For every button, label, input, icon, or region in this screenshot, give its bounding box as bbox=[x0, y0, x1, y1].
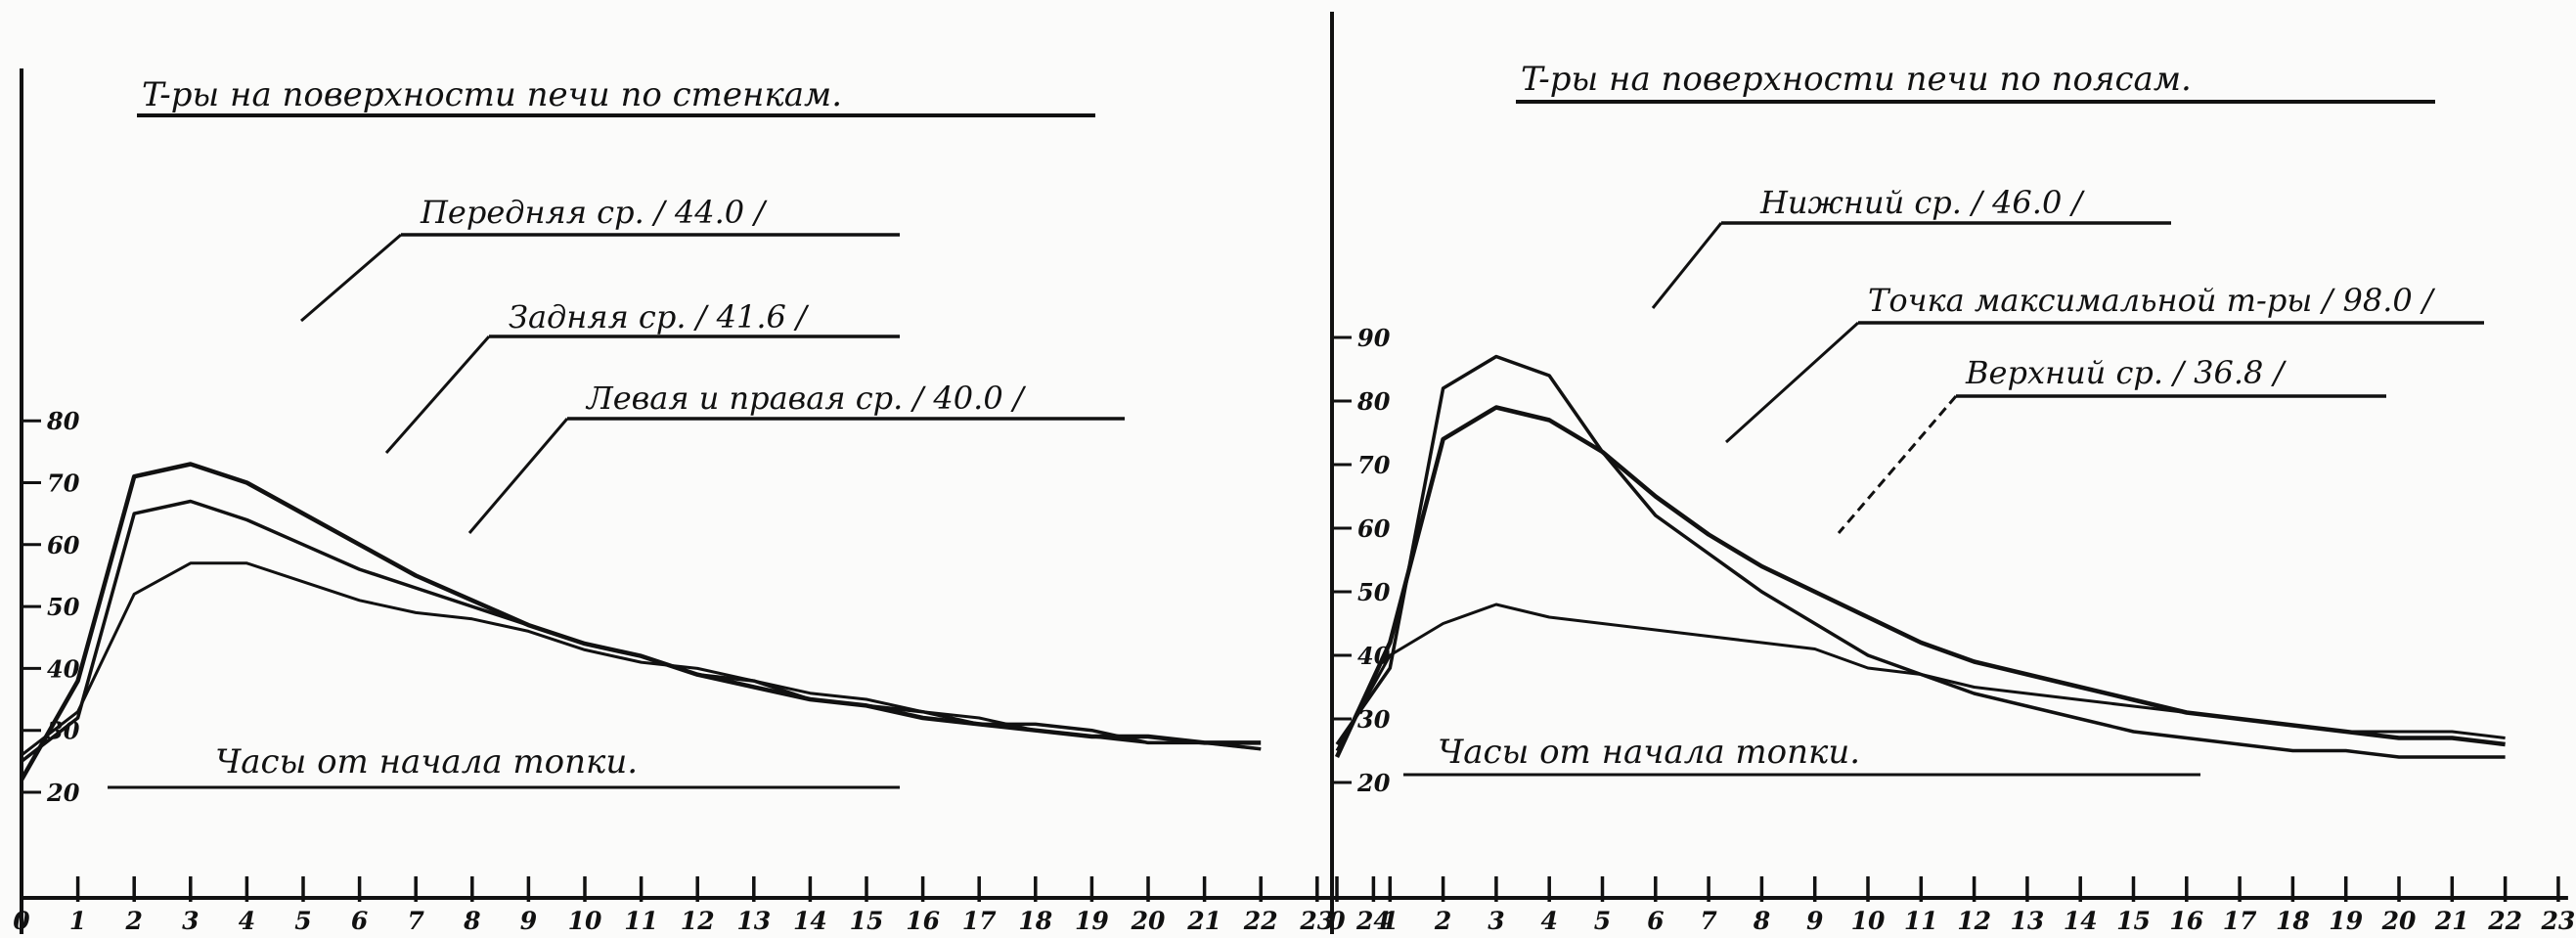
x-tick-label: 12 bbox=[681, 907, 715, 935]
x-tick-label: 23 bbox=[1299, 907, 1334, 935]
x-tick-label: 10 bbox=[568, 907, 602, 935]
label-leader-line bbox=[1724, 321, 1860, 444]
y-tick-label: 50 bbox=[1357, 578, 1391, 606]
series-line-3 bbox=[21, 561, 1262, 757]
x-tick-label: 16 bbox=[906, 907, 940, 935]
x-tick-label: 18 bbox=[1018, 907, 1052, 935]
x-tick-label: 12 bbox=[1957, 907, 1991, 935]
x-tick-label: 19 bbox=[1075, 907, 1109, 935]
x-tick-label: 2 bbox=[1434, 907, 1451, 935]
x-tick-label: 6 bbox=[1647, 907, 1664, 935]
x-tick-label: 8 bbox=[463, 907, 480, 935]
x-tick-label: 13 bbox=[736, 907, 771, 935]
y-tick-label: 30 bbox=[1357, 705, 1391, 734]
chart-title: T-ры на поверхности печи по стенкам. bbox=[142, 75, 842, 114]
label-leader-line bbox=[384, 335, 491, 454]
series-line-2 bbox=[20, 499, 1262, 763]
series-annotation: Передняя ср. / 44.0 / bbox=[420, 194, 768, 231]
x-axis-label: Часы от начала топки. bbox=[1438, 733, 1860, 772]
y-tick-label: 60 bbox=[47, 531, 80, 559]
x-tick-label: 5 bbox=[1594, 907, 1611, 935]
x-tick-label: 9 bbox=[520, 907, 537, 935]
label-leader-line bbox=[1651, 222, 1723, 309]
x-tick-label: 15 bbox=[2116, 907, 2151, 935]
x-tick-label: 14 bbox=[793, 907, 827, 935]
y-tick-label: 50 bbox=[47, 593, 80, 621]
y-tick-label: 70 bbox=[1357, 451, 1391, 479]
x-tick-label: 13 bbox=[2011, 907, 2045, 935]
label-leader-line bbox=[300, 233, 402, 323]
x-tick-label: 3 bbox=[182, 907, 199, 935]
x-tick-label: 0 bbox=[1328, 907, 1346, 935]
x-tick-label: 11 bbox=[1904, 907, 1938, 935]
x-tick-label: 22 bbox=[2487, 907, 2522, 935]
x-tick-label: 21 bbox=[1186, 907, 1221, 935]
x-tick-label: 6 bbox=[351, 907, 368, 935]
label-leader-line bbox=[467, 418, 569, 534]
x-tick-label: 14 bbox=[2064, 907, 2098, 935]
x-tick-label: 17 bbox=[2223, 907, 2257, 935]
chart-title: T-ры на поверхности печи по поясам. bbox=[1521, 60, 2192, 99]
x-tick-label: 24 bbox=[1355, 907, 1391, 935]
x-tick-label: 21 bbox=[2434, 907, 2469, 935]
y-tick-label: 20 bbox=[46, 779, 80, 807]
x-tick-label: 23 bbox=[2541, 907, 2576, 935]
x-tick-label: 16 bbox=[2169, 907, 2203, 935]
series-line-3 bbox=[1335, 603, 2506, 752]
x-tick-label: 10 bbox=[1851, 907, 1886, 935]
x-tick-label: 7 bbox=[1700, 907, 1717, 935]
y-tick-label: 70 bbox=[47, 469, 80, 498]
series-annotation: Левая и правая ср. / 40.0 / bbox=[585, 380, 1027, 417]
x-tick-label: 4 bbox=[239, 907, 255, 935]
series-annotation: Точка максимальной т-ры / 98.0 / bbox=[1868, 282, 2436, 319]
x-tick-label: 4 bbox=[1540, 907, 1557, 935]
series-annotation: Задняя ср. / 41.6 / bbox=[509, 298, 810, 335]
x-tick-label: 1 bbox=[69, 907, 86, 935]
y-tick-label: 60 bbox=[1357, 514, 1391, 543]
series-annotation: Нижний ср. / 46.0 / bbox=[1759, 184, 2085, 221]
x-tick-label: 20 bbox=[1131, 907, 1166, 935]
x-tick-label: 3 bbox=[1488, 907, 1504, 935]
x-tick-label: 9 bbox=[1806, 907, 1823, 935]
x-tick-label: 20 bbox=[2381, 907, 2417, 935]
x-axis-label: Часы от начала топки. bbox=[215, 742, 638, 782]
y-tick-label: 90 bbox=[1357, 324, 1391, 352]
x-tick-label: 19 bbox=[2329, 907, 2363, 935]
y-tick-label: 20 bbox=[1356, 769, 1391, 797]
y-tick-label: 80 bbox=[1356, 387, 1391, 416]
x-tick-label: 11 bbox=[624, 907, 658, 935]
x-tick-label: 1 bbox=[1382, 907, 1399, 935]
x-tick-label: 8 bbox=[1753, 907, 1770, 935]
x-tick-label: 22 bbox=[1243, 907, 1278, 935]
x-tick-label: 17 bbox=[962, 907, 997, 935]
series-annotation: Верхний ср. / 36.8 / bbox=[1965, 354, 2287, 391]
y-tick-label: 80 bbox=[46, 407, 80, 435]
x-tick-label: 15 bbox=[850, 907, 884, 935]
y-tick-label: 40 bbox=[47, 654, 80, 683]
x-tick-label: 2 bbox=[124, 907, 142, 935]
x-tick-label: 7 bbox=[407, 907, 424, 935]
x-tick-label: 18 bbox=[2276, 907, 2310, 935]
x-tick-label: 5 bbox=[294, 907, 311, 935]
x-tick-label: 0 bbox=[13, 907, 30, 935]
label-leader-line bbox=[1837, 395, 1958, 534]
